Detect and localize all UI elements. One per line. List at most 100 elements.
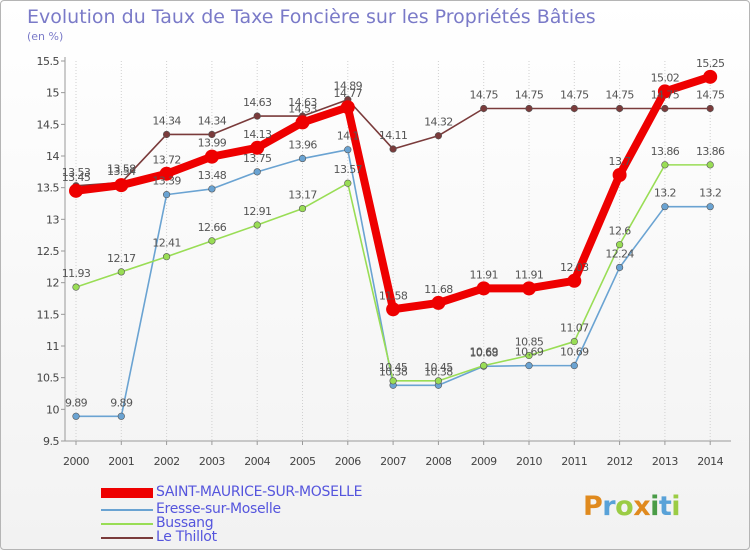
x-tick-label: 2008 [425, 455, 451, 468]
data-point [706, 161, 714, 169]
data-point [69, 183, 83, 198]
data-label: 14.63 [288, 96, 317, 109]
data-label: 12.91 [243, 205, 272, 218]
data-label: 14.75 [651, 89, 680, 102]
data-point [615, 241, 624, 249]
data-point [480, 104, 488, 113]
data-label: 14.75 [515, 89, 544, 102]
legend-swatch [101, 523, 153, 525]
data-label: 13.96 [288, 139, 317, 152]
data-point [615, 263, 624, 272]
data-point [208, 130, 216, 139]
y-tick-label: 10.5 [37, 372, 60, 385]
data-point [208, 237, 216, 245]
legend-swatch [101, 537, 153, 539]
data-label: 11.58 [379, 289, 408, 302]
series-line [75, 164, 712, 382]
data-label: 9.89 [110, 396, 133, 409]
x-tick-label: 2001 [108, 455, 134, 468]
data-point [480, 362, 488, 370]
y-tick-label: 10 [46, 403, 59, 416]
data-label: 13.54 [107, 165, 136, 178]
data-point [706, 104, 714, 113]
x-tick-label: 2006 [335, 455, 361, 468]
data-label: 9.89 [65, 396, 88, 409]
y-tick-label: 11 [46, 340, 59, 353]
data-label: 13.48 [198, 169, 227, 182]
data-point [208, 185, 216, 193]
data-label: 12.24 [605, 247, 634, 260]
data-point [159, 166, 174, 181]
data-point [703, 69, 718, 84]
data-point [295, 115, 310, 130]
data-label: 11.07 [560, 322, 589, 335]
data-point [615, 104, 624, 113]
data-label: 14.11 [379, 129, 408, 142]
data-point [434, 132, 443, 140]
data-point [476, 281, 491, 296]
x-tick-label: 2012 [607, 455, 633, 468]
x-tick-label: 2004 [244, 455, 270, 468]
data-label: 10.85 [515, 336, 544, 349]
data-point [72, 283, 80, 291]
data-label: 11.91 [469, 268, 498, 281]
x-tick-label: 2009 [471, 455, 497, 468]
legend-label: Bussang [156, 515, 214, 531]
data-label: 14.53 [288, 102, 317, 115]
data-point [298, 154, 307, 163]
data-point [661, 161, 669, 169]
data-label: 10.68 [469, 346, 498, 359]
data-label: 13.75 [243, 152, 272, 165]
data-label: 13.17 [288, 189, 317, 202]
data-point [117, 412, 125, 420]
data-point [706, 203, 714, 211]
data-point [253, 221, 261, 229]
data-point [525, 362, 533, 370]
data-point [525, 104, 533, 113]
data-point [570, 337, 578, 346]
series [69, 69, 718, 420]
x-tick-label: 2007 [380, 455, 406, 468]
axes: 9.5 10 10.5 11 11.5 12 12.5 13 13.5 14 14.5 15 15.5 2… [37, 55, 731, 468]
y-tick-label: 9.5 [43, 435, 59, 448]
data-label: 11.68 [424, 283, 453, 296]
data-label: 10.69 [515, 346, 544, 359]
y-tick-label: 11.5 [37, 308, 60, 321]
data-label: 13.53 [62, 166, 91, 179]
data-label: 15.25 [696, 57, 725, 70]
data-point [114, 178, 129, 193]
data-point [163, 253, 171, 261]
data-label: 13.99 [198, 137, 227, 150]
data-label: 13.2 [654, 187, 676, 200]
data-point [570, 362, 578, 370]
data-label: 14.63 [243, 96, 272, 109]
data-point [204, 149, 219, 164]
data-label: 10.45 [379, 361, 408, 374]
data-point [253, 112, 261, 120]
data-label: 10.69 [469, 346, 498, 359]
data-label: 10.69 [560, 346, 589, 359]
data-label: 13.45 [62, 171, 91, 184]
data-label: 11.91 [515, 268, 544, 281]
data-label: 14.75 [605, 89, 634, 102]
y-tick-label: 13.5 [37, 182, 60, 195]
x-tick-label: 2000 [63, 455, 89, 468]
data-label: 12.41 [152, 237, 181, 250]
y-tick-label: 13 [46, 213, 59, 226]
y-tick-label: 14.5 [37, 118, 60, 131]
x-tick-label: 2014 [697, 455, 723, 468]
data-label: 14.1 [337, 130, 359, 143]
data-point [72, 412, 80, 420]
legend-swatch [101, 509, 153, 511]
data-point [567, 273, 582, 288]
data-point [163, 130, 171, 139]
data-labels: 13.45 13.54 13.72 13.99 14.13 14.53 14.77 11.58… [62, 57, 726, 409]
y-tick-label: 14 [46, 150, 59, 163]
data-point [525, 351, 533, 360]
data-label: 13.39 [152, 175, 181, 188]
data-point [163, 191, 171, 199]
legend-label: Eresse-sur-Moselle [156, 501, 281, 517]
data-point [434, 377, 443, 385]
